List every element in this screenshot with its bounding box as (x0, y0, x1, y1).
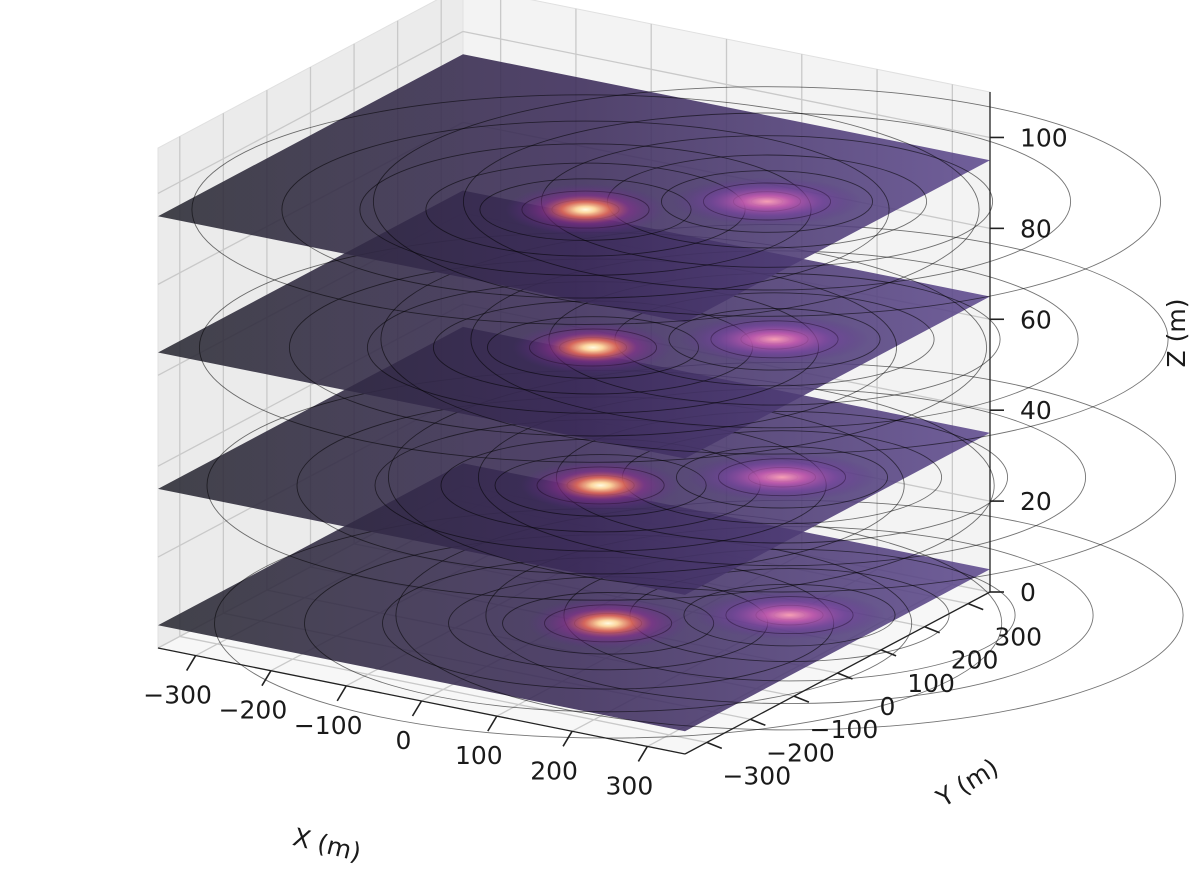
z-tick-label: 0 (1020, 578, 1036, 607)
z-tick-label: 20 (1020, 487, 1052, 516)
x-tick-label: −100 (294, 711, 363, 740)
z-tick-label: 40 (1020, 396, 1052, 425)
x-tick-mark (336, 685, 347, 702)
y-tick-label: 100 (907, 669, 955, 698)
y-tick-mark (750, 718, 766, 727)
source-hotspot (513, 321, 673, 374)
z-axis-label: Z (m) (1162, 299, 1191, 368)
x-axis-label: X (m) (290, 822, 364, 867)
y-tick-label: −100 (810, 715, 879, 744)
z-tick-label: 80 (1020, 214, 1052, 243)
x-tick-mark (411, 700, 423, 717)
source-hotspot (679, 315, 870, 364)
grid-z-left (157, 30, 464, 195)
contour-line (191, 94, 980, 325)
y-axis-label: Y (m) (931, 753, 1004, 814)
x-tick-mark (637, 746, 649, 762)
source-hotspot (672, 177, 862, 226)
grid-y-floor (179, 635, 707, 744)
source-hotspot (520, 459, 681, 512)
y-tick-mark (967, 602, 984, 611)
z-tick-label: 60 (1020, 305, 1052, 334)
contour-line (462, 112, 1072, 291)
y-tick-mark (837, 672, 853, 680)
y-tick-mark (793, 695, 810, 703)
y-tick-mark (924, 625, 940, 634)
y-tick-mark (880, 649, 897, 657)
grid-z-back (462, 30, 991, 139)
x-tick-label: −200 (219, 696, 288, 725)
source-hotspot (694, 591, 885, 640)
y-tick-label: 300 (994, 623, 1042, 652)
x-tick-label: 200 (530, 756, 578, 785)
y-tick-label: −300 (722, 761, 791, 790)
y-tick-label: 200 (951, 646, 999, 675)
contour-line (281, 120, 890, 299)
contour-line (372, 86, 1162, 317)
slice-layers (158, 54, 1184, 739)
x-tick-label: 100 (455, 741, 503, 770)
source-hotspot (505, 183, 666, 236)
x-tick-mark (562, 730, 573, 747)
y-tick-label: −200 (766, 738, 835, 767)
x-tick-mark (487, 715, 498, 732)
x-tick-mark (261, 670, 272, 687)
source-hotspot (687, 453, 877, 502)
y-tick-label: 0 (880, 692, 896, 721)
x-tick-label: 300 (606, 771, 654, 800)
x-tick-label: 0 (396, 726, 412, 755)
slice-3 (158, 54, 1162, 325)
y-tick-mark (706, 741, 723, 750)
x-tick-label: −300 (143, 681, 212, 710)
z-tick-label: 100 (1020, 124, 1068, 153)
source-hotspot (528, 597, 689, 650)
x-tick-mark (185, 655, 197, 671)
